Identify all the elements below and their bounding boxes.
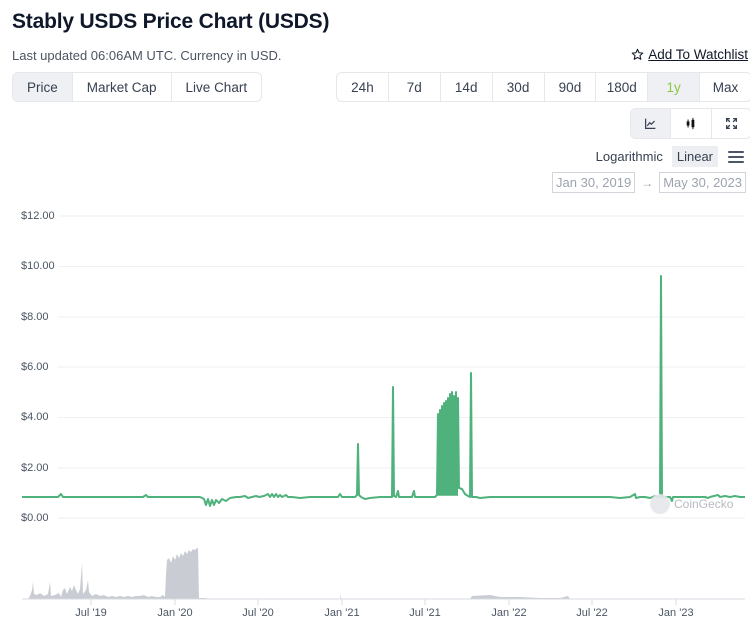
date-range-picker: Jan 30, 2019 → May 30, 2023: [552, 172, 746, 193]
x-tick-jan-21: Jan '21: [324, 607, 360, 619]
range-90d[interactable]: 90d: [545, 73, 597, 101]
page-title: Stably USDS Price Chart (USDS): [12, 10, 330, 33]
range-24h[interactable]: 24h: [337, 73, 389, 101]
y-tick-10: $10.00: [21, 260, 55, 272]
range-7d[interactable]: 7d: [389, 73, 441, 101]
range-1y[interactable]: 1y: [648, 73, 701, 101]
y-tick-12: $12.00: [21, 210, 55, 222]
watchlist-label: Add To Watchlist: [648, 47, 748, 62]
linear-option[interactable]: Linear: [671, 146, 718, 167]
candlestick-button[interactable]: [671, 109, 712, 138]
volume-bars: [22, 548, 745, 599]
date-to-input[interactable]: May 30, 2023: [659, 172, 746, 193]
time-range-tabs: 24h 7d 14d 30d 90d 180d 1y Max: [336, 72, 750, 102]
scale-toggle: Logarithmic Linear: [591, 146, 744, 167]
star-outline-icon: [631, 48, 644, 60]
tab-live-chart[interactable]: Live Chart: [185, 79, 248, 95]
grid-lines: [58, 215, 745, 519]
last-updated-text: Last updated 06:06AM UTC. Currency in US…: [12, 48, 282, 63]
candlestick-icon: [687, 117, 695, 130]
range-max[interactable]: Max: [712, 79, 739, 95]
x-tick-jul-19: Jul '19: [75, 607, 107, 619]
coingecko-watermark: CoinGecko: [650, 494, 733, 514]
x-tick-jan-20: Jan '20: [157, 607, 193, 619]
price-line: [22, 275, 745, 507]
watermark-text: CoinGecko: [674, 497, 734, 511]
tab-market-cap[interactable]: Market Cap: [73, 73, 172, 101]
x-tick-jan-22: Jan '22: [491, 607, 527, 619]
y-tick-2: $2.00: [21, 462, 49, 474]
arrow-right-icon: →: [641, 175, 654, 190]
x-tick-jul-21: Jul '21: [409, 607, 441, 619]
x-axis-ticks: [90, 599, 677, 605]
hamburger-menu-icon[interactable]: [728, 150, 744, 163]
x-tick-jul-20: Jul '20: [242, 607, 274, 619]
range-14d[interactable]: 14d: [441, 73, 493, 101]
coingecko-logo-icon: [650, 494, 670, 514]
chart-view-toggle: [630, 108, 750, 139]
y-tick-4: $4.00: [21, 411, 49, 423]
add-to-watchlist-link[interactable]: Add To Watchlist: [631, 47, 748, 62]
line-chart-icon: [645, 118, 656, 129]
range-180d[interactable]: 180d: [596, 73, 649, 101]
range-30d[interactable]: 30d: [493, 73, 545, 101]
fullscreen-button[interactable]: [712, 109, 750, 138]
x-tick-jul-22: Jul '22: [576, 607, 608, 619]
date-from-input[interactable]: Jan 30, 2019: [552, 172, 636, 193]
chart-type-tabs: Price Market Cap Live Chart: [12, 72, 263, 102]
fullscreen-icon: [725, 117, 737, 130]
y-tick-6: $6.00: [21, 361, 49, 373]
tab-price[interactable]: Price: [13, 73, 73, 101]
x-tick-jan-23: Jan '23: [658, 607, 694, 619]
logarithmic-option[interactable]: Logarithmic: [595, 149, 663, 164]
y-tick-0: $0.00: [21, 512, 49, 524]
y-tick-8: $8.00: [21, 311, 49, 323]
line-chart-button[interactable]: [631, 109, 672, 138]
